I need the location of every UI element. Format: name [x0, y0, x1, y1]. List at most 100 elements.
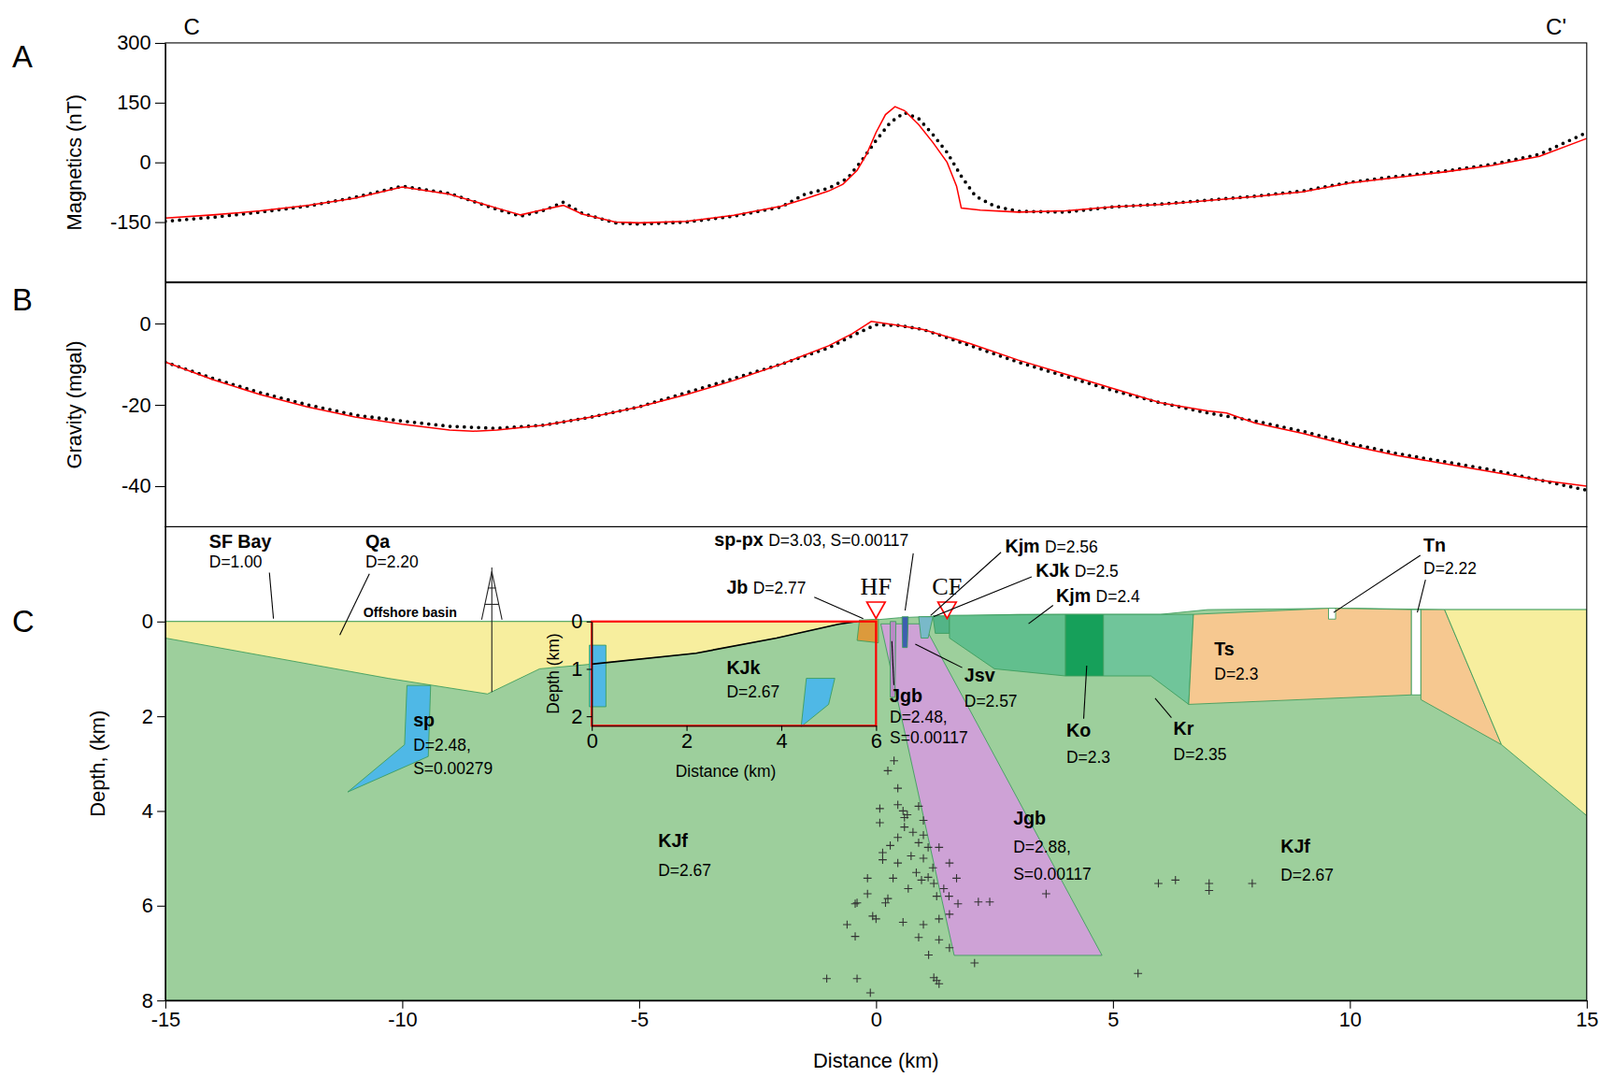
earthquake	[912, 868, 921, 877]
earthquake	[934, 842, 943, 852]
unit-label: D=2.77	[753, 579, 807, 599]
tick: 15	[1575, 1000, 1599, 1031]
tick-label: -5	[630, 1007, 649, 1031]
geologic-unit	[901, 616, 909, 648]
leader-line	[1333, 555, 1421, 613]
tick-label: -150	[110, 210, 152, 234]
leader-line	[1417, 579, 1427, 613]
tick-mark	[155, 485, 166, 487]
earthquake	[973, 897, 983, 906]
tick: 10	[1339, 1000, 1362, 1031]
earthquake	[934, 979, 943, 988]
tick: -15	[151, 1000, 182, 1031]
unit-label: Offshore basin	[363, 604, 458, 620]
earthquake	[866, 988, 875, 998]
tick: 2	[142, 704, 166, 729]
earthquake	[900, 813, 909, 822]
earthquake	[919, 815, 929, 825]
earthquake	[917, 875, 927, 885]
earthquake	[893, 784, 902, 793]
earthquake	[875, 818, 885, 828]
unit-label: KJk	[726, 657, 760, 678]
earthquake	[919, 830, 929, 840]
tick: -150	[110, 210, 166, 234]
unit-label: S=0.00117	[1013, 864, 1092, 884]
unit-label: D=2.35	[1173, 744, 1228, 764]
tick-label: 6	[871, 728, 883, 753]
tick-mark	[155, 102, 166, 104]
leader-line	[904, 553, 914, 611]
y-axis-title: Magnetics (nT)	[62, 94, 86, 231]
unit-label: D=2.88,	[1013, 837, 1072, 857]
geologic-unit	[918, 616, 933, 639]
well-line	[491, 567, 493, 692]
tick: 300	[116, 30, 166, 55]
y-axis: 012	[571, 609, 593, 728]
earthquake	[1133, 969, 1143, 978]
geologic-unit	[1103, 614, 1194, 704]
inset-y-title: Depth (km)	[543, 632, 563, 714]
unit-label: D=2.48,	[889, 707, 948, 727]
data-line	[165, 321, 1587, 486]
tick-label: 2	[571, 704, 583, 729]
geologic-unit	[1444, 609, 1587, 815]
unit-label: D=2.3	[1214, 664, 1258, 684]
tick-mark	[155, 323, 166, 325]
unit-label: Tn	[1423, 534, 1446, 556]
tick-label: 0	[586, 728, 599, 753]
leader-line	[891, 641, 894, 686]
tick: -20	[121, 393, 166, 417]
tick: 0	[139, 312, 165, 336]
tick: 6	[142, 893, 166, 917]
plot-frame	[165, 42, 1587, 282]
earthquake	[871, 914, 881, 924]
unit-label: S=0.00117	[889, 728, 969, 747]
unit-label: Kjm	[1056, 585, 1091, 606]
tick: 2	[681, 725, 693, 753]
earthquake	[1204, 885, 1214, 895]
unit-label: D=2.57	[964, 691, 1018, 711]
inset-x-title: Distance (km)	[675, 761, 777, 781]
unit-label: S=0.00279	[413, 758, 493, 778]
unit-label: sp-px	[714, 528, 763, 550]
earthquake	[878, 855, 887, 864]
earthquake	[924, 842, 933, 852]
unit-label: Jgb	[1013, 807, 1046, 829]
tick-label: 0	[139, 312, 151, 336]
tick: 6	[871, 725, 883, 753]
earthquake	[1154, 879, 1163, 888]
tick: 0	[571, 609, 592, 633]
earthquake	[985, 897, 995, 906]
unit-label: D=1.00	[209, 552, 263, 572]
earthquake	[899, 806, 908, 815]
earthquake	[903, 884, 913, 893]
earthquake	[929, 879, 939, 888]
earthquake	[1042, 889, 1051, 899]
earthquake	[934, 935, 943, 944]
tick-mark	[586, 621, 592, 623]
earthquake	[914, 932, 924, 942]
tick-label: 10	[1339, 1007, 1362, 1031]
earthquake	[899, 917, 908, 927]
tick-label: 2	[681, 728, 693, 753]
leader-line	[814, 597, 863, 619]
tick-label: 300	[116, 30, 151, 55]
well-line	[487, 586, 497, 588]
earthquake	[924, 950, 933, 959]
tick: 0	[142, 609, 166, 633]
tick-mark	[155, 162, 166, 164]
tick-mark	[157, 715, 166, 717]
earthquake	[893, 858, 902, 868]
tick-label: 4	[775, 728, 787, 753]
tick-label: 2	[142, 704, 154, 729]
earthquake	[875, 804, 885, 814]
tick-label: -20	[121, 393, 152, 417]
tick: 2	[571, 704, 592, 729]
earthquake	[885, 841, 895, 850]
unit-label: D=2.20	[365, 552, 419, 572]
leader-line	[269, 572, 273, 619]
earthquake	[881, 898, 890, 907]
earthquake	[952, 873, 961, 883]
tick-mark	[157, 621, 166, 623]
unit-label: D=2.3	[1066, 747, 1111, 767]
